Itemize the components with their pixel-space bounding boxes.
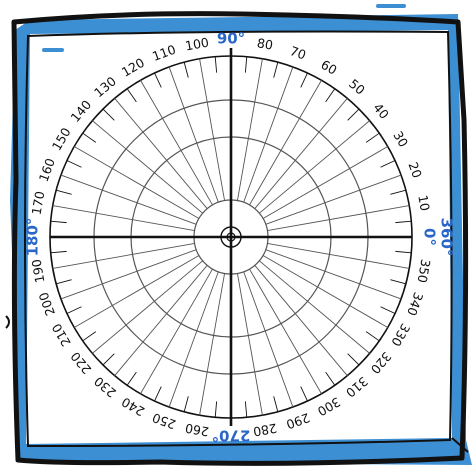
tick-mark bbox=[325, 88, 336, 103]
sketch-border-inner bbox=[24, 30, 453, 448]
tick-mark bbox=[244, 56, 248, 73]
radial-line bbox=[114, 265, 208, 376]
tick-mark bbox=[273, 62, 279, 78]
tick-mark bbox=[365, 331, 380, 342]
frame-notch bbox=[5, 315, 10, 329]
radial-line bbox=[168, 271, 219, 408]
tick-mark bbox=[82, 331, 97, 342]
tick-mark bbox=[102, 108, 115, 121]
tick-mark bbox=[126, 88, 137, 103]
tick-mark bbox=[82, 132, 97, 143]
radial-line bbox=[243, 66, 294, 203]
major-degree-label: 90° bbox=[217, 30, 245, 48]
radial-line bbox=[114, 98, 208, 209]
radial-line bbox=[254, 98, 348, 209]
tick-mark bbox=[390, 189, 406, 195]
tick-mark bbox=[347, 353, 360, 366]
radial-line bbox=[92, 120, 203, 214]
radial-line bbox=[92, 260, 203, 354]
wrap-degree-label: 360° bbox=[438, 218, 456, 257]
radial-line bbox=[236, 58, 263, 201]
degree-label: 280 bbox=[252, 421, 278, 440]
tick-mark bbox=[183, 396, 189, 412]
degree-label: 30 bbox=[390, 128, 411, 149]
tick-mark bbox=[214, 56, 218, 73]
tick-mark bbox=[126, 371, 137, 386]
sketch-border bbox=[11, 11, 469, 466]
radial-line bbox=[74, 255, 200, 328]
radial-line bbox=[259, 120, 370, 214]
degree-label: 350 bbox=[415, 258, 434, 284]
tick-mark bbox=[365, 132, 380, 143]
radial-line bbox=[265, 249, 402, 300]
radial-line bbox=[262, 255, 388, 328]
tick-mark bbox=[183, 62, 189, 78]
radial-line bbox=[254, 265, 348, 376]
tick-mark bbox=[347, 108, 360, 121]
radial-line bbox=[236, 273, 263, 416]
degree-label: 70 bbox=[288, 43, 308, 63]
degree-label: 170 bbox=[29, 190, 48, 216]
major-degree-label: 270° bbox=[212, 427, 251, 445]
tick-mark bbox=[214, 401, 218, 418]
radial-line bbox=[243, 271, 294, 408]
radial-line bbox=[140, 80, 213, 206]
tick-mark bbox=[50, 220, 67, 224]
tick-mark bbox=[154, 72, 162, 88]
degree-label: 80 bbox=[256, 35, 274, 53]
radial-line bbox=[259, 260, 370, 354]
degree-label: 10 bbox=[415, 194, 433, 212]
degree-label: 20 bbox=[405, 160, 425, 180]
frame-notch bbox=[451, 437, 469, 453]
tick-mark bbox=[102, 353, 115, 366]
radial-line bbox=[140, 268, 213, 394]
radial-line bbox=[52, 242, 195, 269]
radial-line bbox=[249, 268, 322, 394]
tick-mark bbox=[50, 250, 67, 254]
radial-line bbox=[60, 174, 197, 225]
tick-mark bbox=[66, 160, 82, 168]
tick-mark bbox=[66, 306, 82, 314]
radial-line bbox=[199, 58, 226, 201]
major-degree-label: 0° bbox=[421, 228, 439, 246]
major-degree-label: 180° bbox=[24, 218, 42, 257]
tick-mark bbox=[325, 371, 336, 386]
tick-mark bbox=[300, 72, 308, 88]
degree-label: 260 bbox=[184, 421, 210, 440]
radial-line bbox=[74, 146, 200, 219]
tick-mark bbox=[390, 279, 406, 285]
radial-line bbox=[267, 205, 410, 232]
radial-line bbox=[199, 273, 226, 416]
radial-line bbox=[60, 249, 197, 300]
degree-label: 60 bbox=[318, 57, 339, 78]
tick-mark bbox=[154, 386, 162, 402]
tick-mark bbox=[395, 220, 412, 224]
radial-line bbox=[265, 174, 402, 225]
tick-mark bbox=[56, 189, 72, 195]
degree-label: 190 bbox=[29, 258, 48, 284]
radial-line bbox=[168, 66, 219, 203]
tick-mark bbox=[395, 250, 412, 254]
radial-line bbox=[262, 146, 388, 219]
radial-line bbox=[249, 80, 322, 206]
tick-mark bbox=[244, 401, 248, 418]
tick-mark bbox=[380, 306, 396, 314]
protractor-wheel bbox=[49, 48, 413, 426]
tick-mark bbox=[273, 396, 279, 412]
tick-mark bbox=[56, 279, 72, 285]
tick-mark bbox=[300, 386, 308, 402]
tick-mark bbox=[380, 160, 396, 168]
radial-line bbox=[267, 242, 410, 269]
radial-line bbox=[52, 205, 195, 232]
degree-label: 100 bbox=[184, 35, 210, 54]
